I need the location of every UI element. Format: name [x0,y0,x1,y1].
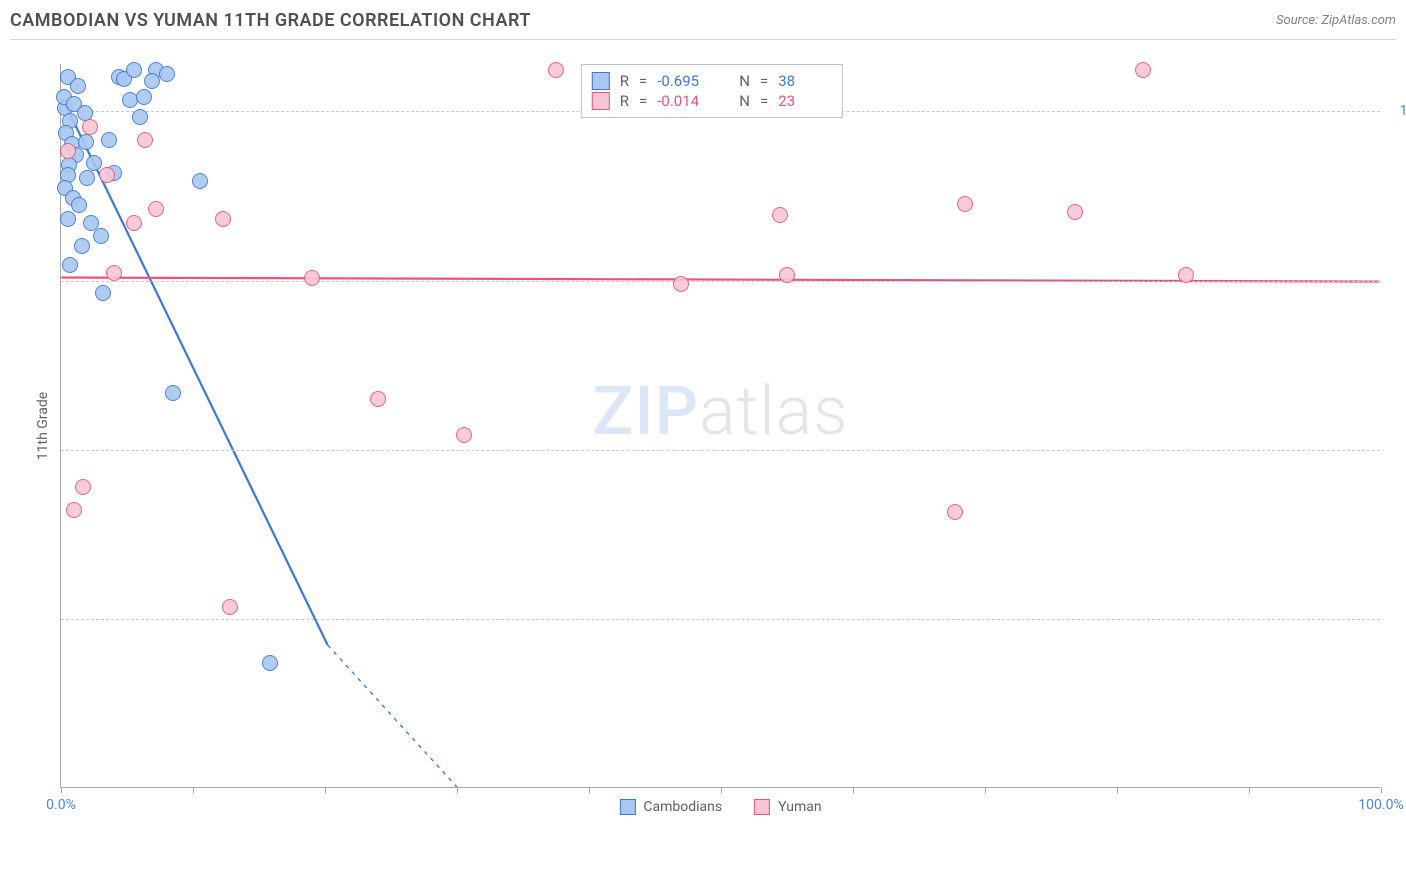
legend-series-name: Yuman [778,799,821,815]
gridline-h [61,450,1380,451]
scatter-point [165,385,181,401]
scatter-point [136,89,152,105]
scatter-point [673,276,689,292]
trend-lines-layer [61,64,1380,787]
scatter-point [137,132,153,148]
chart-plot-area: 11th Grade ZIPatlas CambodiansYuman 62.5… [60,64,1380,788]
scatter-point [1067,204,1083,220]
y-axis-label: 11th Grade [35,391,51,459]
stat-r-value: -0.014 [657,92,711,110]
legend-swatch [619,799,635,815]
bottom-legend-item: Yuman [754,799,821,815]
scatter-point [192,173,208,189]
scatter-point [779,267,795,283]
stat-r-label: R [620,72,629,90]
stat-n-value: 23 [778,92,832,110]
stat-r-value: -0.695 [657,72,711,90]
gridline-h [61,619,1380,620]
scatter-point [947,504,963,520]
scatter-point [148,201,164,217]
scatter-point [222,599,238,615]
legend-swatch [592,92,610,110]
x-tick [193,787,194,793]
scatter-point [772,207,788,223]
stat-n-value: 38 [778,72,832,90]
stat-n-label: N [739,72,750,90]
stat-r-label: R [620,92,629,110]
legend-swatch [754,799,770,815]
scatter-point [74,238,90,254]
x-tick-label: 0.0% [46,797,76,813]
scatter-point [132,109,148,125]
legend-swatch [592,72,610,90]
chart-source: Source: ZipAtlas.com [1276,13,1396,28]
x-tick [1117,787,1118,793]
y-tick-label: 75.0% [1385,442,1406,458]
stat-eq: = [639,72,647,90]
legend-series-name: Cambodians [643,799,722,815]
scatter-point [62,257,78,273]
scatter-point [82,119,98,135]
scatter-point [122,92,138,108]
scatter-point [106,265,122,281]
scatter-point [66,502,82,518]
scatter-point [159,66,175,82]
x-tick [985,787,986,793]
scatter-point [71,197,87,213]
y-tick-label: 100.0% [1385,103,1406,119]
scatter-point [126,62,142,78]
scatter-point [78,134,94,150]
x-tick [1249,787,1250,793]
y-tick-label: 62.5% [1385,611,1406,627]
x-tick-label: 100.0% [1358,797,1403,813]
scatter-point [79,170,95,186]
scatter-point [548,62,564,78]
y-tick-label: 87.5% [1385,273,1406,289]
x-tick [325,787,326,793]
scatter-point [99,167,115,183]
stat-legend-row: R = -0.695 N = 38 [592,71,832,91]
stat-eq: = [760,92,768,110]
scatter-point [126,215,142,231]
chart-title: CAMBODIAN VS YUMAN 11TH GRADE CORRELATIO… [10,10,531,31]
scatter-point [1135,62,1151,78]
trend-line-ext [328,645,457,787]
scatter-point [370,391,386,407]
scatter-point [1178,267,1194,283]
scatter-point [83,215,99,231]
scatter-point [144,73,160,89]
scatter-point [456,427,472,443]
scatter-point [86,155,102,171]
stat-eq: = [639,92,647,110]
bottom-legend-item: Cambodians [619,799,722,815]
scatter-point [304,270,320,286]
x-tick [721,787,722,793]
scatter-point [957,196,973,212]
scatter-point [60,143,76,159]
scatter-point [60,211,76,227]
scatter-point [75,479,91,495]
x-tick [589,787,590,793]
x-tick [457,787,458,793]
x-tick [853,787,854,793]
scatter-point [215,211,231,227]
series-legend: Cambodians Yuman [619,799,821,815]
scatter-point [101,132,117,148]
correlation-legend: R = -0.695 N = 38 R = -0.014 N = 23 [581,64,843,118]
scatter-point [93,228,109,244]
scatter-point [95,285,111,301]
stat-legend-row: R = -0.014 N = 23 [592,91,832,111]
scatter-point [262,655,278,671]
scatter-point [70,78,86,94]
x-tick [1381,787,1382,793]
stat-n-label: N [739,92,750,110]
stat-eq: = [760,72,768,90]
x-tick [61,787,62,793]
